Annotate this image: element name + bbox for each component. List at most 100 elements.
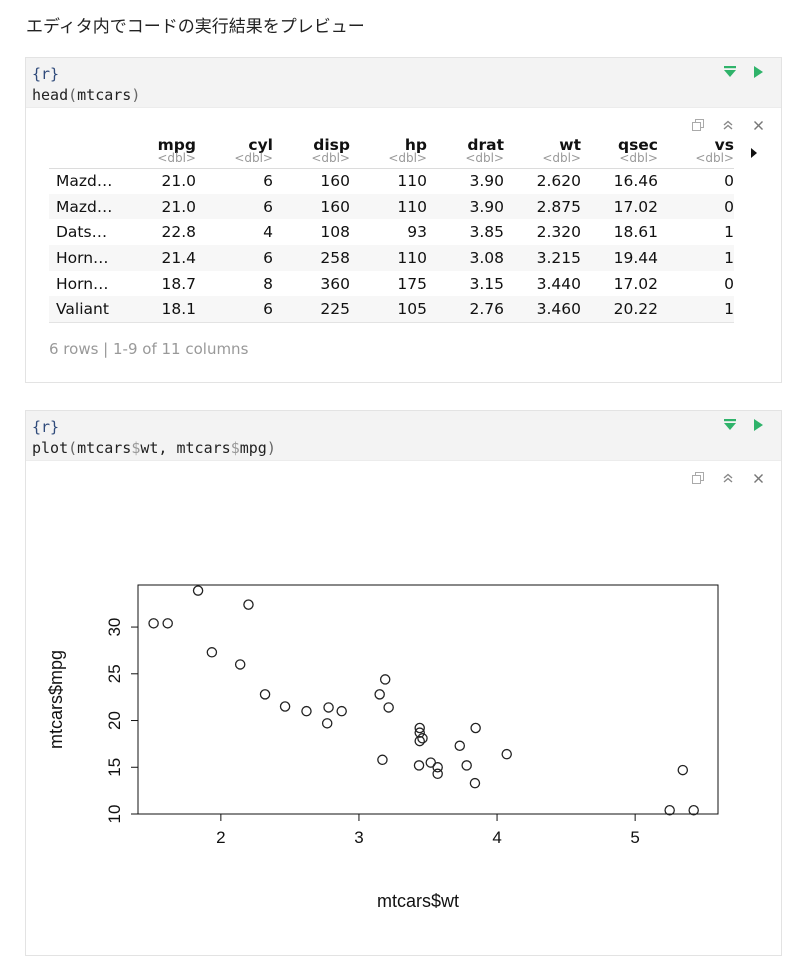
table-cell: 1 xyxy=(724,223,734,242)
row-name-cell: Mazd… xyxy=(56,197,113,216)
data-point xyxy=(461,760,472,771)
column-header[interactable]: wt <dbl> xyxy=(504,132,581,168)
code-function: head xyxy=(32,86,69,104)
table-cell: 3.440 xyxy=(536,274,581,293)
column-type: <dbl> xyxy=(388,150,427,165)
column-header[interactable]: disp <dbl> xyxy=(273,132,350,168)
table-cell: 2.320 xyxy=(536,223,581,242)
run-chunk-icon[interactable] xyxy=(751,417,765,433)
next-columns-icon[interactable] xyxy=(750,144,758,163)
column-name: cyl xyxy=(248,135,273,154)
chunk-code-area[interactable]: {r} head(mtcars) xyxy=(26,58,781,108)
data-point xyxy=(454,740,466,752)
y-tick-label: 10 xyxy=(105,805,124,824)
column-name: disp xyxy=(313,135,350,154)
run-chunks-above-icon[interactable] xyxy=(723,64,737,80)
code-paren: ) xyxy=(266,439,276,457)
table-cell: 0 xyxy=(724,274,734,293)
data-point xyxy=(192,585,204,596)
close-output-icon[interactable] xyxy=(751,118,765,132)
data-point xyxy=(321,718,333,729)
table-cell: 18.61 xyxy=(613,223,658,242)
table-cell: 3.90 xyxy=(469,197,504,216)
data-point xyxy=(162,618,173,629)
column-header[interactable]: drat <dbl> xyxy=(427,132,504,168)
column-header[interactable]: vs <dbl> xyxy=(658,132,734,168)
table-cell: 258 xyxy=(320,248,350,267)
table-header-row: mpg <dbl> cyl <dbl> disp <dbl> hp <dbl> drat… xyxy=(49,132,734,168)
column-name: mpg xyxy=(157,135,196,154)
table-row: Mazd… 21.0 6 160 110 3.90 2.875 17.02 0 xyxy=(49,193,734,220)
scatter-plot: 2 3 4 5 10 15 20 25 30 mtcars$wt mtcars$mpg xyxy=(46,584,719,911)
code-paren: ( xyxy=(68,86,78,104)
column-type: <dbl> xyxy=(157,150,196,165)
data-point xyxy=(377,754,388,766)
data-point xyxy=(336,705,347,717)
run-chunk-icon[interactable] xyxy=(751,64,765,80)
x-tick-label: 3 xyxy=(354,828,363,847)
data-point xyxy=(469,777,481,789)
data-point xyxy=(379,674,391,685)
y-tick-label: 15 xyxy=(105,758,124,777)
table-cell: 175 xyxy=(397,274,427,293)
row-name-cell: Mazd… xyxy=(56,172,113,191)
chunk-header: {r} xyxy=(32,65,60,83)
table-cell: 18.1 xyxy=(161,300,196,319)
table-cell: 21.0 xyxy=(161,197,196,216)
data-point xyxy=(206,647,218,658)
code-line[interactable]: plot(mtcars$wt, mtcars$mpg) xyxy=(32,439,276,457)
code-argument: mtcars xyxy=(77,86,132,104)
table-cell: 6 xyxy=(263,197,273,216)
code-argument: mpg xyxy=(239,439,267,457)
data-point xyxy=(417,733,428,744)
column-header[interactable]: mpg <dbl> xyxy=(126,132,196,168)
copy-icon[interactable] xyxy=(691,118,705,132)
table-cell: 110 xyxy=(397,197,427,216)
column-header[interactable]: qsec <dbl> xyxy=(581,132,658,168)
column-type: <dbl> xyxy=(695,150,734,165)
table-cell: 2.875 xyxy=(536,197,581,216)
column-header[interactable]: cyl <dbl> xyxy=(196,132,273,168)
run-chunks-above-icon[interactable] xyxy=(723,417,737,433)
table-cell: 93 xyxy=(407,223,427,242)
collapse-output-icon[interactable] xyxy=(721,118,735,132)
table-cell: 3.15 xyxy=(469,274,504,293)
column-type: <dbl> xyxy=(619,150,658,165)
collapse-output-icon[interactable] xyxy=(721,471,735,485)
data-point xyxy=(432,762,443,773)
data-point xyxy=(383,702,394,713)
table-row: Horn… 21.4 6 258 110 3.08 3.215 19.44 1 xyxy=(49,245,734,271)
column-type: <dbl> xyxy=(542,150,581,165)
table-row: Dats… 22.8 4 108 93 3.85 2.320 18.61 1 xyxy=(49,219,734,245)
table-cell: 21.4 xyxy=(161,248,196,267)
close-output-icon[interactable] xyxy=(751,471,765,485)
table-cell: 110 xyxy=(397,172,427,191)
table-cell: 17.02 xyxy=(613,197,658,216)
column-name: drat xyxy=(467,135,504,154)
code-paren: ) xyxy=(131,86,141,104)
table-cell: 4 xyxy=(263,223,273,242)
table-footer: 6 rows | 1-9 of 11 columns xyxy=(49,340,249,358)
data-point xyxy=(501,748,512,760)
table-cell: 108 xyxy=(320,223,350,242)
table-row: Mazd… 21.0 6 160 110 3.90 2.620 16.46 0 xyxy=(49,168,734,194)
data-point xyxy=(414,722,425,734)
row-name-cell: Horn… xyxy=(56,274,109,293)
column-header[interactable]: hp <dbl> xyxy=(350,132,427,168)
table-cell: 1 xyxy=(724,300,734,319)
data-point xyxy=(413,760,425,771)
data-point xyxy=(688,805,699,816)
code-line[interactable]: head(mtcars) xyxy=(32,86,140,104)
data-point xyxy=(432,768,443,780)
table-cell: 8 xyxy=(263,274,273,293)
copy-icon[interactable] xyxy=(691,471,705,485)
table-cell: 2.76 xyxy=(469,300,504,319)
chunk-code-area[interactable]: {r} plot(mtcars$wt, mtcars$mpg) xyxy=(26,411,781,461)
data-point xyxy=(148,618,159,629)
data-point xyxy=(677,764,689,776)
table-cell: 6 xyxy=(263,300,273,319)
code-paren: ( xyxy=(68,439,78,457)
data-frame-table: mpg <dbl> cyl <dbl> disp <dbl> hp <dbl> drat… xyxy=(49,132,734,323)
table-cell: 225 xyxy=(320,300,350,319)
data-point xyxy=(301,705,312,717)
